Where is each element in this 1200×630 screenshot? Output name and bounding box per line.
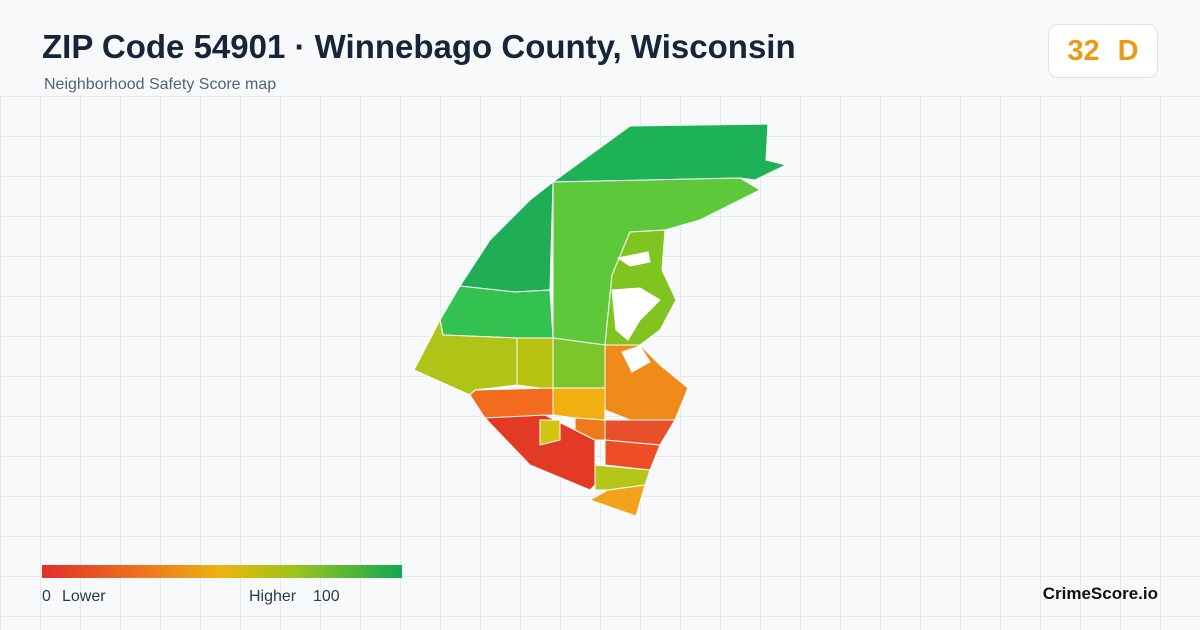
- area: [539, 419, 561, 446]
- area: [516, 337, 554, 391]
- area: [551, 123, 788, 183]
- title: ZIP Code 54901 · Winnebago County, Wisco…: [42, 28, 796, 65]
- lake-inlet: [616, 251, 651, 267]
- score: 32: [1067, 34, 1100, 67]
- legend-gradient: [42, 565, 402, 578]
- area: [552, 387, 606, 421]
- area: [552, 337, 606, 389]
- area: [469, 387, 554, 419]
- area: [574, 417, 606, 441]
- score-badge: 32 D: [1048, 24, 1158, 78]
- grade: D: [1117, 34, 1139, 67]
- subtitle: Neighborhood Safety Score map: [44, 76, 277, 93]
- area: [459, 180, 554, 293]
- brand: CrimeScore.io: [1042, 584, 1158, 603]
- neighborhoods: [413, 123, 788, 517]
- area: [483, 414, 596, 491]
- area: [439, 285, 554, 339]
- area: [588, 484, 646, 517]
- legend-min: 0: [42, 588, 51, 605]
- legend-min-label: Lower: [62, 588, 106, 605]
- legend-max-label: Higher: [249, 588, 297, 605]
- lake-inlet: [611, 287, 661, 341]
- lake-inlet: [621, 345, 651, 373]
- area: [604, 439, 661, 471]
- area: [604, 344, 689, 421]
- legend-max: 100: [313, 588, 340, 605]
